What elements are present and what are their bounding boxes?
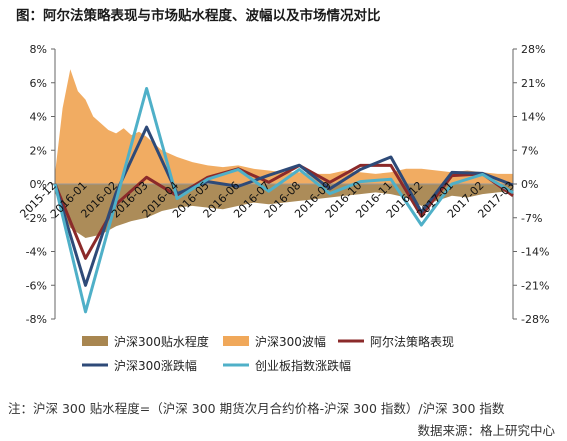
right-tick-label: 28% — [521, 43, 545, 56]
right-tick-label: 7% — [521, 144, 538, 157]
left-tick-label: -6% — [26, 279, 47, 292]
legend-label: 阿尔法策略表现 — [370, 334, 454, 349]
left-tick-label: -4% — [26, 246, 47, 259]
area-series-2 — [55, 69, 513, 184]
left-tick-label: -2% — [26, 212, 47, 225]
line-series-2 — [53, 125, 514, 287]
chart-note: 注：沪深 300 贴水程度=（沪深 300 期货次月合约价格-沪深 300 指数… — [8, 401, 505, 416]
chart-source: 数据来源：格上研究中心 — [417, 423, 555, 438]
right-tick-label: -21% — [521, 279, 549, 292]
right-tick-label: 0% — [521, 178, 538, 191]
legend-label: 沪深300贴水程度 — [114, 334, 209, 349]
left-tick-label: 0% — [30, 178, 47, 191]
legend-swatch — [223, 336, 249, 346]
left-tick-label: 8% — [30, 43, 47, 56]
right-tick-label: -14% — [521, 246, 549, 259]
right-tick-label: 21% — [521, 77, 545, 90]
line-series-3 — [53, 87, 514, 314]
legend-label: 沪深300涨跌幅 — [114, 358, 197, 373]
left-tick-label: 6% — [30, 77, 47, 90]
left-tick-label: 2% — [30, 144, 47, 157]
chart-title: 图：阿尔法策略表现与市场贴水程度、波幅以及市场情况对比 — [16, 8, 381, 24]
line-series-1 — [53, 163, 514, 260]
right-tick-label: 14% — [521, 111, 545, 124]
legend-label: 沪深300波幅 — [255, 334, 326, 349]
left-tick-label: 4% — [30, 111, 47, 124]
left-tick-label: -8% — [26, 313, 47, 326]
area-series-1 — [55, 184, 513, 238]
legend-swatch — [82, 336, 108, 346]
legend-label: 创业板指数涨跌幅 — [255, 358, 351, 373]
right-tick-label: -28% — [521, 313, 549, 326]
right-tick-label: -7% — [521, 212, 542, 225]
